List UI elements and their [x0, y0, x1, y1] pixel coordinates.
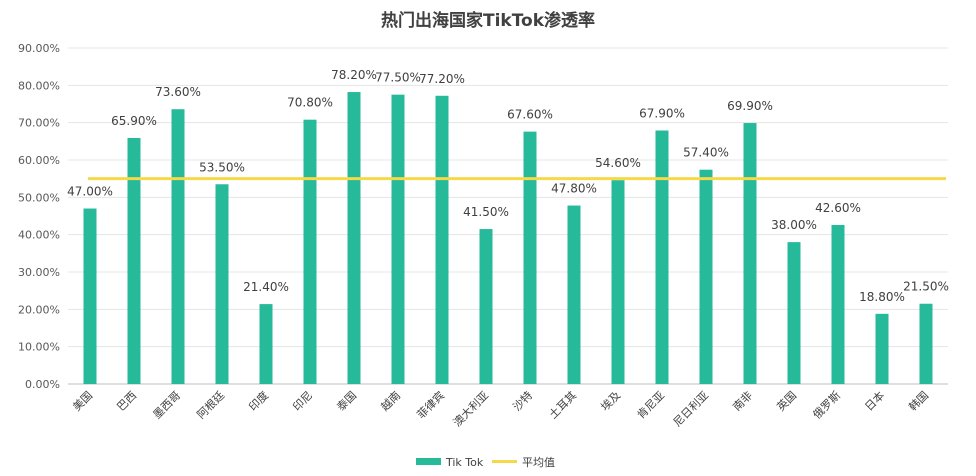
x-tick-label: 菲律宾: [414, 388, 447, 421]
y-tick-label: 60.00%: [18, 154, 60, 167]
bar: [875, 313, 889, 384]
x-tick-label: 沙特: [510, 388, 535, 413]
bar: [215, 184, 229, 384]
bar: [699, 169, 713, 384]
bars: [83, 92, 933, 385]
x-tick-label: 阿根廷: [194, 388, 227, 421]
bar: [831, 224, 845, 384]
bar: [127, 137, 141, 384]
y-tick-label: 80.00%: [18, 79, 60, 92]
bar: [347, 92, 361, 384]
bar: [655, 130, 669, 384]
x-tick-label: 尼日利亚: [671, 389, 711, 429]
data-label: 77.50%: [375, 71, 421, 85]
data-label: 67.60%: [507, 108, 553, 122]
x-tick-label: 印度: [246, 388, 271, 413]
data-label: 65.90%: [111, 114, 157, 128]
data-label: 78.20%: [331, 68, 377, 82]
x-tick-label: 美国: [70, 389, 95, 414]
bar: [83, 208, 97, 384]
legend-swatch-tiktok: [416, 458, 441, 465]
y-tick-label: 0.00%: [25, 378, 60, 391]
data-label: 42.60%: [815, 201, 861, 215]
x-tick-label: 巴西: [114, 389, 139, 414]
bar: [303, 119, 317, 385]
x-tick-label: 英国: [774, 388, 799, 413]
data-label: 69.90%: [727, 99, 773, 113]
bar: [479, 229, 493, 384]
data-label: 21.50%: [903, 280, 949, 294]
x-tick-label: 俄罗斯: [811, 389, 844, 422]
y-tick-label: 30.00%: [18, 266, 60, 279]
x-tick-label: 越南: [378, 388, 403, 413]
y-tick-label: 70.00%: [18, 117, 60, 130]
data-label: 38.00%: [771, 218, 817, 232]
y-tick-label: 40.00%: [18, 229, 60, 242]
bar: [743, 123, 757, 384]
bar: [919, 303, 933, 384]
x-tick-label: 南非: [730, 389, 755, 414]
bar: [611, 180, 625, 384]
data-label: 77.20%: [419, 72, 465, 86]
bar: [523, 131, 537, 384]
data-label: 57.40%: [683, 146, 729, 160]
chart-title: 热门出海国家TikTok渗透率: [381, 10, 595, 31]
legend-label-average: 平均值: [522, 456, 555, 469]
legend: Tik Tok 平均值: [416, 456, 555, 469]
y-tick-label: 10.00%: [18, 341, 60, 354]
x-tick-label: 土耳其: [547, 389, 580, 422]
x-tick-label: 印尼: [290, 389, 315, 414]
bar: [259, 304, 273, 384]
data-label: 41.50%: [463, 205, 509, 219]
x-axis: 美国 巴西 墨西哥 阿根廷 印度 印尼 泰国 越南 菲律宾 澳大利亚 沙特 土耳其 埃及 肯尼亚 尼日利亚南…: [70, 388, 931, 429]
bar: [787, 242, 801, 384]
x-tick-label: 日本: [862, 388, 887, 413]
x-tick-label: 澳大利亚: [450, 388, 491, 429]
y-tick-label: 50.00%: [18, 191, 60, 204]
x-tick-label: 泰国: [334, 388, 359, 413]
x-tick-label: 埃及: [598, 388, 623, 413]
y-tick-label: 20.00%: [18, 303, 60, 316]
bar: [171, 109, 185, 384]
data-label: 73.60%: [155, 85, 201, 99]
data-label: 54.60%: [595, 156, 641, 170]
x-tick-label: 韩国: [906, 388, 931, 413]
data-label: 47.00%: [67, 185, 113, 199]
y-tick-label: 90.00%: [18, 42, 60, 55]
x-tick-label: 肯尼亚: [635, 389, 668, 422]
bar: [567, 205, 581, 384]
y-axis: 0.00% 10.00% 20.00% 30.00% 40.00% 50.00% 60.00…: [18, 42, 60, 391]
data-label: 67.90%: [639, 107, 685, 121]
data-labels: 47.00% 65.90% 73.60% 53.50% 21.40% 70.80% 78.2…: [67, 68, 949, 304]
x-tick-label: 墨西哥: [151, 389, 184, 422]
bar: [391, 94, 405, 385]
bar: [435, 95, 449, 384]
data-label: 21.40%: [243, 280, 289, 294]
data-label: 47.80%: [551, 182, 597, 196]
gridlines: [68, 47, 948, 385]
data-label: 70.80%: [287, 96, 333, 110]
data-label: 18.80%: [859, 290, 905, 304]
data-label: 53.50%: [199, 160, 245, 174]
legend-label-tiktok: Tik Tok: [445, 456, 484, 469]
